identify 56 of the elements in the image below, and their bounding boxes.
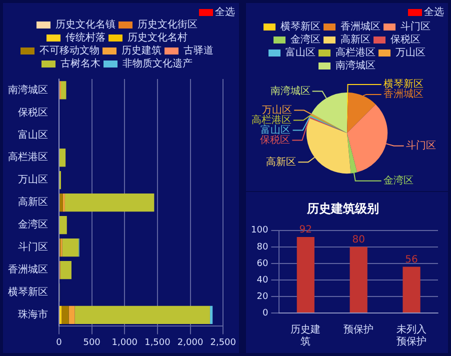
y-tick-label: 珠海市 xyxy=(18,308,48,321)
chart-title: 历史建筑级别 xyxy=(306,201,379,216)
legend-label: 非物质文化遗产 xyxy=(122,58,192,70)
y-tick-label: 保税区 xyxy=(18,106,48,118)
y-tick-label: 金湾区 xyxy=(18,218,48,231)
slice-label: 金湾区 xyxy=(383,174,414,186)
legend-label: 历史文化名村 xyxy=(128,32,188,44)
legend-label: 万山区 xyxy=(396,46,426,59)
x-tick-label: 预保护 xyxy=(344,324,374,336)
legend-label: 南湾城区 xyxy=(336,60,376,72)
x-tick-label: 1,500 xyxy=(144,338,171,348)
legend-label: 横琴新区 xyxy=(280,20,320,33)
legend-label: 香洲城区 xyxy=(340,20,380,33)
x-tick-label: 500 xyxy=(83,338,101,348)
y-tick-label: 高新区 xyxy=(18,196,48,208)
legend-label: 不可移动文物 xyxy=(40,44,100,57)
y-tick-label: 斗门区 xyxy=(18,241,48,254)
slice-label: 香洲城区 xyxy=(383,88,424,100)
y-tick-label: 40 xyxy=(256,275,268,286)
y-tick-label: 南湾城区 xyxy=(8,84,48,96)
y-tick-label: 万山区 xyxy=(18,174,48,186)
x-tick-label: 2,500 xyxy=(210,338,236,348)
legend-label: 高栏港区 xyxy=(336,46,376,59)
slice-label: 南湾城区 xyxy=(270,84,310,97)
x-tick-label: 历史建筑 xyxy=(290,324,321,348)
y-tick-label: 20 xyxy=(256,292,268,302)
text: 全选 xyxy=(215,6,235,19)
legend-label: 古树名木 xyxy=(60,58,100,70)
legend-label: 高新区 xyxy=(340,34,370,46)
legend-label: 历史文化街区 xyxy=(138,18,198,31)
legend-label: 保税区 xyxy=(390,34,420,46)
y-tick-label: 80 xyxy=(256,242,268,252)
slice-label: 斗门区 xyxy=(406,139,436,152)
x-tick-label: 未列入预保护 xyxy=(396,324,427,348)
legend-label: 历史建筑 xyxy=(122,44,162,57)
y-tick-label: 高栏港区 xyxy=(8,151,48,164)
slice-label: 高新区 xyxy=(266,156,296,168)
x-tick-label: 2,000 xyxy=(177,338,204,348)
y-tick-label: 0 xyxy=(262,308,268,318)
legend-label: 富山区 xyxy=(286,46,316,59)
y-tick-label: 富山区 xyxy=(18,128,48,141)
legend-label: 历史文化名镇 xyxy=(56,18,116,31)
y-tick-label: 60 xyxy=(256,258,268,269)
data-label: 80 xyxy=(352,234,365,246)
legend-label: 斗门区 xyxy=(400,20,430,33)
legend-label: 金湾区 xyxy=(290,34,320,46)
data-label: 56 xyxy=(405,254,418,266)
y-tick-label: 香洲城区 xyxy=(8,264,48,276)
legend-label: 古驿道 xyxy=(184,44,214,57)
legend-label: 传统村落 xyxy=(66,32,106,44)
text: 全选 xyxy=(424,6,444,19)
x-tick-label: 1,000 xyxy=(112,338,138,348)
x-tick-label: 0 xyxy=(56,338,62,348)
y-tick-label: 100 xyxy=(250,226,268,236)
data-label: 92 xyxy=(299,224,312,236)
y-tick-label: 横琴新区 xyxy=(8,286,48,298)
